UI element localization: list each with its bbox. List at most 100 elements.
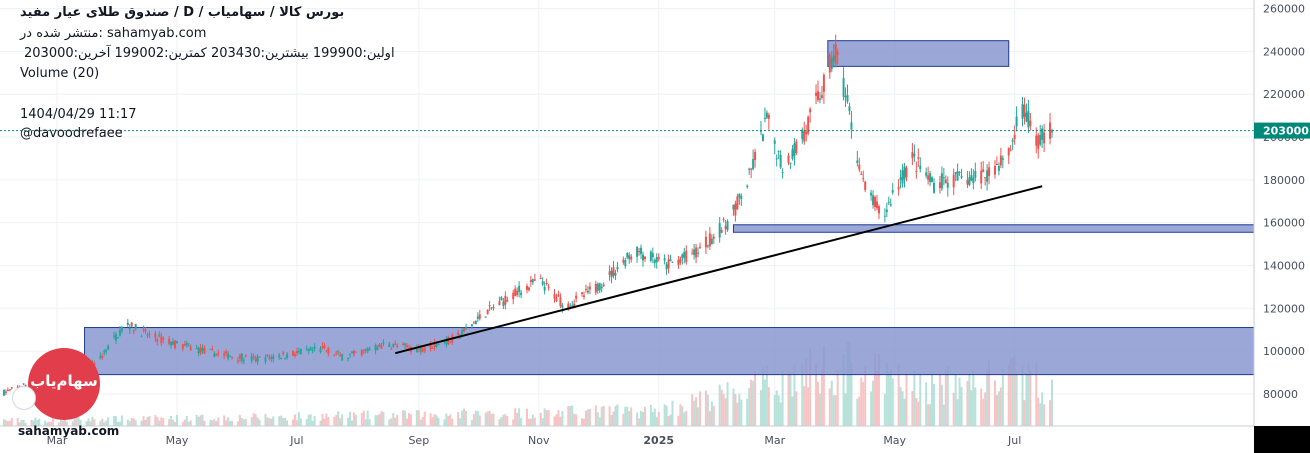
volume-bar — [16, 417, 19, 426]
candle-body — [270, 357, 273, 360]
candle-body — [594, 283, 597, 293]
volume-bar — [264, 413, 267, 426]
candle-body — [915, 170, 918, 172]
volume-bar — [569, 406, 572, 426]
candle-body — [738, 194, 741, 198]
volume-bar — [1007, 364, 1010, 426]
candle-body — [818, 98, 821, 100]
volume-bar — [87, 418, 90, 426]
volume-bar — [667, 415, 670, 426]
candle-body — [421, 348, 424, 352]
volume-bar — [415, 410, 418, 426]
candle-body — [626, 252, 629, 258]
candle-body — [628, 255, 631, 260]
candle-body — [539, 278, 542, 280]
candle-body — [677, 259, 680, 265]
volume-bar — [988, 359, 991, 426]
candle-body — [931, 177, 934, 183]
candle-body — [115, 334, 118, 341]
volume-bar — [738, 393, 741, 426]
volume-bar — [734, 393, 737, 426]
volume-bar — [885, 363, 888, 426]
volume-bar — [506, 416, 509, 426]
candle-body — [581, 292, 584, 294]
volume-bar — [575, 414, 578, 426]
candle-body — [170, 341, 173, 346]
volume-bar — [103, 422, 106, 426]
volume-bar — [616, 404, 619, 426]
volume-bar — [313, 415, 316, 426]
volume-bar — [834, 395, 837, 426]
volume-bar — [628, 411, 631, 426]
volume-indicator-label[interactable]: Volume (20) — [20, 66, 100, 81]
volume-bar — [801, 364, 804, 426]
volume-bar — [679, 404, 682, 426]
volume-bar — [284, 417, 287, 426]
volume-bar — [596, 412, 599, 426]
volume-bar — [856, 398, 859, 426]
volume-bar — [581, 418, 584, 426]
candle-body — [415, 348, 418, 353]
volume-bar — [349, 411, 352, 426]
volume-bar — [657, 411, 660, 426]
volume-bar — [77, 417, 80, 426]
candle-body — [258, 356, 261, 358]
candle-body — [683, 252, 686, 258]
volume-bar — [683, 412, 686, 426]
volume-bar — [722, 393, 725, 426]
candle-body — [956, 171, 959, 181]
candle-body — [1011, 140, 1014, 142]
candle-body — [142, 329, 145, 331]
volume-bar — [148, 416, 151, 426]
candle-body — [763, 117, 766, 119]
volume-bar — [378, 414, 381, 426]
author-handle: @davoodrefaee — [20, 126, 123, 141]
volume-bar — [877, 353, 880, 426]
candle-body — [807, 116, 810, 134]
candle-body — [667, 259, 670, 269]
volume-bar — [588, 409, 591, 426]
candle-body — [128, 327, 131, 330]
volume-bar — [765, 365, 768, 426]
volume-bar — [972, 371, 975, 426]
candle-body — [354, 351, 357, 353]
volume-bar — [390, 418, 393, 426]
candle-body — [596, 284, 599, 291]
volume-bar — [406, 418, 409, 426]
volume-bar — [465, 410, 468, 426]
candle-body — [378, 343, 381, 348]
candle-body — [911, 152, 914, 159]
volume-bar — [209, 419, 212, 426]
candle-body — [724, 226, 727, 230]
candle-body — [500, 297, 503, 301]
volume-bar — [183, 419, 186, 426]
volume-bar — [520, 417, 523, 426]
candle-body — [999, 155, 1002, 166]
candle-body — [268, 357, 271, 359]
candle-body — [903, 166, 906, 180]
volume-bar — [956, 399, 959, 426]
candle-body — [612, 267, 615, 276]
candle-body — [541, 281, 544, 285]
volume-bar — [750, 379, 753, 426]
volume-bar — [600, 406, 603, 426]
volume-bar — [966, 380, 969, 426]
candle-body — [1025, 112, 1028, 122]
volume-bar — [295, 420, 298, 426]
candle-body — [864, 181, 867, 191]
volume-bar — [347, 417, 350, 426]
candle-body — [899, 177, 902, 180]
volume-bar — [832, 395, 835, 426]
volume-bar — [335, 414, 338, 426]
volume-bar — [624, 406, 627, 426]
volume-bar — [435, 415, 438, 426]
volume-bar — [195, 414, 198, 426]
candle-body — [445, 339, 448, 345]
volume-bar — [844, 393, 847, 426]
candle-body — [307, 349, 310, 352]
candle-body — [695, 247, 698, 258]
candle-body — [874, 196, 877, 207]
volume-bar — [280, 415, 283, 426]
